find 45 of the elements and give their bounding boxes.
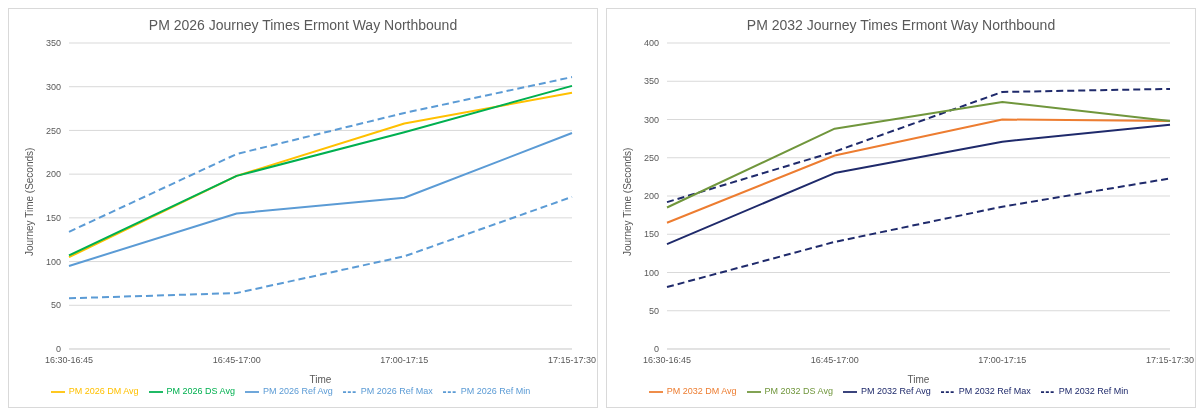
legend-label: PM 2032 DS Avg: [764, 386, 833, 397]
x-tick-label: 16:30-16:45: [44, 355, 94, 366]
legend-label: PM 2026 Ref Max: [360, 386, 433, 397]
y-tick-label: 100: [643, 267, 659, 278]
y-axis-title: Journey Time (Seconds): [23, 147, 35, 256]
y-tick-label: 0: [653, 344, 659, 355]
legend-label: PM 2032 Ref Max: [958, 386, 1031, 397]
chart-title: PM 2026 Journey Times Ermont Way Northbound: [147, 17, 459, 35]
x-tick-label: 16:45-17:00: [212, 355, 261, 366]
legend-label: PM 2032 Ref Min: [1058, 386, 1129, 397]
y-tick-label: 150: [45, 213, 61, 224]
x-tick-label: 17:00-17:15: [978, 355, 1027, 366]
x-tick-label: 17:00-17:15: [380, 355, 429, 366]
y-tick-label: 150: [643, 229, 659, 240]
legend-label: PM 2026 Ref Avg: [262, 386, 333, 397]
x-tick-label: 16:45-17:00: [810, 355, 859, 366]
chart-title: PM 2032 Journey Times Ermont Way Northbound: [745, 17, 1057, 35]
y-tick-label: 200: [45, 169, 61, 180]
x-axis-title: Time: [309, 374, 332, 385]
legend-label: PM 2032 DM Avg: [666, 386, 737, 397]
x-tick-label: 17:15-17:30: [1145, 355, 1195, 366]
x-tick-label: 17:15-17:30: [547, 355, 597, 366]
y-axis-title: Journey Time (Seconds): [621, 147, 633, 256]
y-tick-label: 350: [45, 38, 61, 49]
y-tick-label: 250: [45, 125, 61, 136]
line-series: [666, 123, 1171, 246]
y-tick-label: 0: [55, 344, 61, 355]
x-tick-label: 16:30-16:45: [642, 355, 692, 366]
x-axis-title: Time: [907, 374, 930, 385]
y-tick-label: 400: [643, 38, 659, 49]
legend-label: PM 2026 DS Avg: [166, 386, 235, 397]
legend-label: PM 2026 Ref Min: [460, 386, 531, 397]
y-tick-label: 300: [45, 81, 61, 92]
line-series: [666, 177, 1171, 289]
legend-label: PM 2026 DM Avg: [68, 386, 139, 397]
y-tick-label: 350: [643, 76, 659, 87]
y-tick-label: 200: [643, 191, 659, 202]
y-tick-label: 300: [643, 114, 659, 125]
line-series: [68, 76, 573, 233]
y-tick-label: 100: [45, 256, 61, 267]
legend-label: PM 2032 Ref Avg: [860, 386, 931, 397]
y-tick-label: 50: [50, 300, 61, 311]
line-series: [68, 132, 573, 267]
y-tick-label: 50: [648, 305, 659, 316]
y-tick-label: 250: [643, 152, 659, 163]
